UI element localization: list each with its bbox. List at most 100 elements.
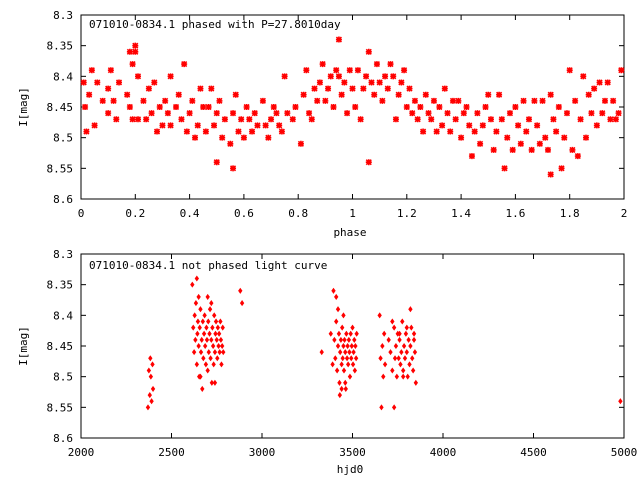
data-point: [147, 392, 152, 399]
data-point: [350, 324, 355, 331]
data-point: [162, 97, 169, 104]
data-point: [216, 97, 223, 104]
data-point: [354, 67, 361, 74]
data-point: [337, 379, 342, 386]
y-tick-label: 8.45: [47, 340, 74, 353]
data-point: [276, 122, 283, 129]
data-point: [588, 110, 595, 117]
data-point: [204, 336, 210, 343]
data-point: [479, 122, 486, 129]
data-point: [397, 330, 402, 337]
data-point: [334, 318, 339, 325]
data-point: [343, 349, 348, 356]
plot-title: 071010-0834.1 phased with P=27.8010day: [89, 18, 341, 31]
y-ticks: 8.3 8.35 8.4 8.45 8.5 8.55 8.6: [47, 248, 624, 445]
data-point: [395, 91, 402, 98]
data-point: [167, 122, 174, 129]
data-point: [334, 367, 340, 374]
data-point: [300, 91, 307, 98]
x-tick-label: 1.2: [397, 207, 417, 220]
data-point: [132, 42, 139, 49]
data-point: [396, 355, 401, 362]
data-point: [156, 103, 163, 111]
y-tick-label: 8.55: [47, 162, 74, 175]
data-point: [143, 116, 150, 123]
data-point: [412, 349, 418, 356]
data-point: [360, 85, 367, 92]
data-point: [207, 306, 213, 313]
data-point: [393, 342, 399, 350]
data-point: [401, 373, 406, 380]
data-point: [129, 116, 136, 123]
data-point: [343, 379, 348, 386]
data-point: [331, 287, 336, 294]
data-point: [382, 330, 387, 337]
data-point: [517, 140, 524, 147]
x-axis-title: phase: [333, 226, 366, 239]
data-point: [498, 116, 505, 123]
data-point: [151, 79, 158, 86]
data-point: [422, 91, 429, 98]
data-point: [159, 122, 166, 129]
data-point: [284, 110, 291, 117]
top-panel: 071010-0834.1 phased with P=27.8010day p…: [17, 9, 627, 239]
data-point: [348, 330, 353, 337]
data-point: [582, 134, 590, 141]
data-point: [207, 330, 212, 337]
data-point: [218, 336, 224, 343]
data-point: [314, 97, 321, 104]
data-point: [194, 122, 201, 129]
data-point: [278, 128, 285, 135]
data-point: [604, 79, 611, 86]
data-point: [190, 281, 195, 288]
data-point: [401, 67, 408, 74]
data-point: [403, 330, 409, 337]
data-point: [373, 61, 381, 68]
data-point: [390, 318, 395, 325]
data-point: [388, 349, 393, 356]
data-point: [379, 97, 386, 104]
data-point: [148, 110, 155, 117]
data-point: [201, 330, 207, 337]
data-point: [202, 312, 207, 319]
data-point: [352, 336, 357, 343]
data-point: [198, 349, 204, 356]
data-point: [213, 330, 218, 337]
data-point: [553, 128, 560, 135]
data-point: [506, 110, 514, 117]
data-point: [550, 116, 557, 123]
data-point: [191, 134, 199, 141]
data-point: [216, 330, 222, 337]
data-point: [319, 349, 324, 356]
data-point: [390, 367, 395, 374]
data-point: [292, 103, 299, 111]
data-point: [216, 342, 221, 350]
data-point: [345, 342, 350, 350]
data-point: [82, 103, 89, 111]
data-point: [248, 128, 256, 135]
data-point: [199, 336, 204, 343]
data-point: [339, 361, 344, 368]
data-point: [509, 146, 516, 153]
data-point: [208, 85, 215, 92]
data-point: [378, 355, 383, 362]
data-point: [572, 97, 579, 104]
data-point: [202, 342, 208, 350]
data-point: [334, 293, 339, 300]
data-point: [591, 85, 598, 92]
x-tick-label: 0.2: [125, 207, 145, 220]
data-point: [212, 312, 217, 319]
x-tick-label: 1.6: [505, 207, 525, 220]
data-point: [403, 103, 410, 111]
y-tick-label: 8.35: [47, 40, 74, 53]
data-point: [330, 103, 337, 111]
data-point: [599, 110, 606, 117]
data-point: [319, 61, 326, 68]
data-point: [191, 324, 196, 331]
data-point: [183, 128, 190, 135]
data-point: [400, 318, 405, 325]
data-point: [189, 97, 196, 104]
y-tick-label: 8.35: [47, 279, 74, 292]
data-point: [487, 116, 495, 123]
data-point: [107, 67, 114, 74]
